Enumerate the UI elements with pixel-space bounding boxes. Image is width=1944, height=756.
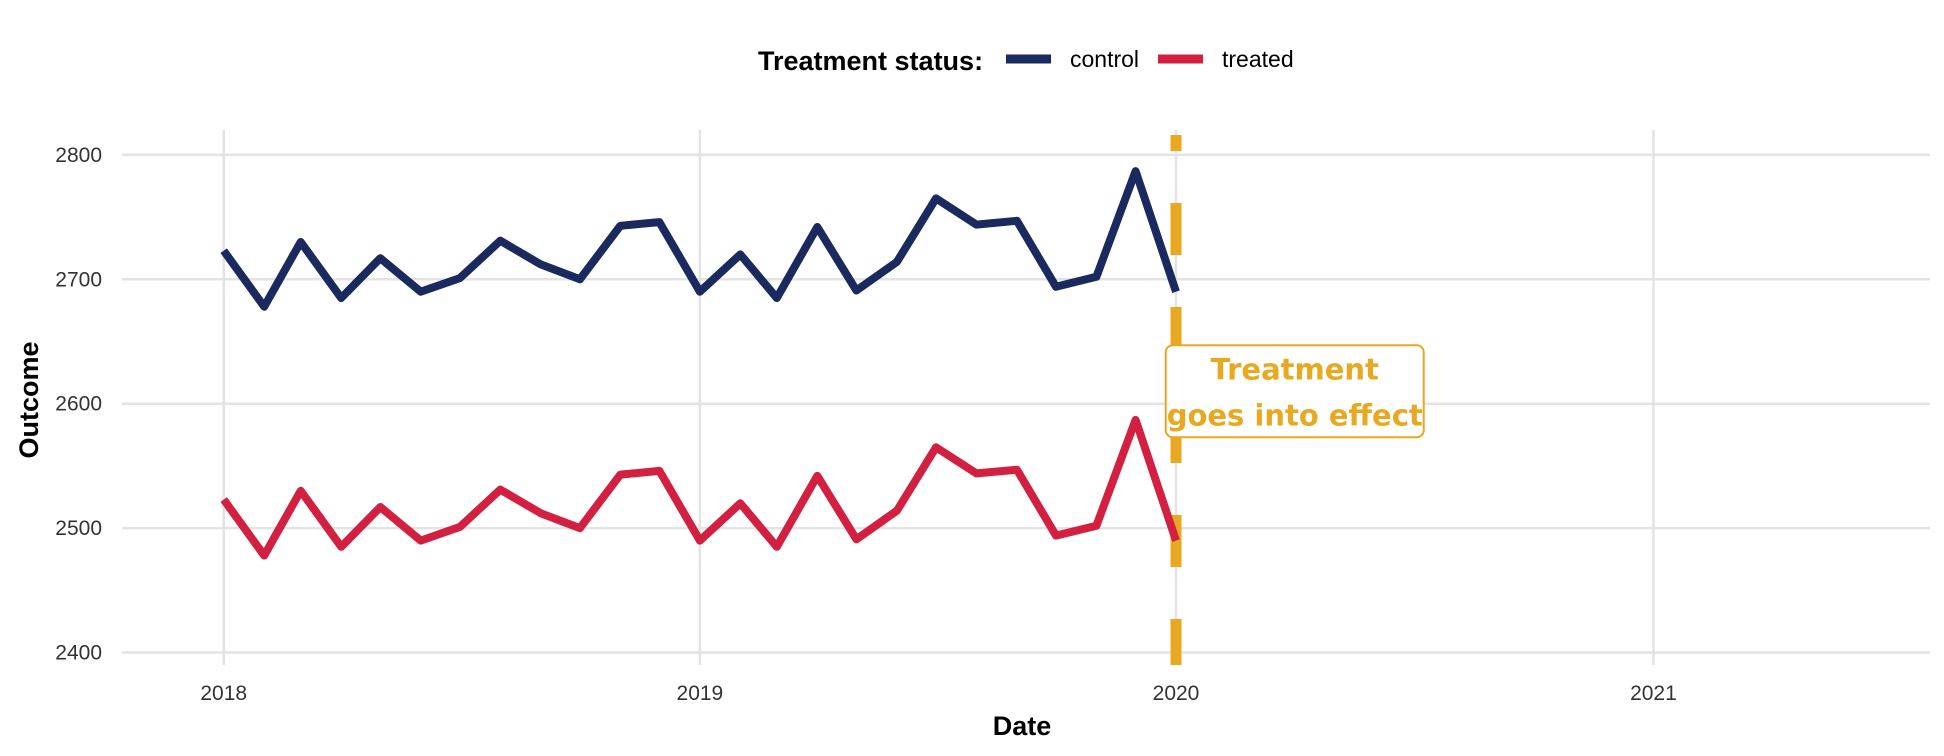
annotation-line: Treatment bbox=[1211, 352, 1380, 386]
annotation-line: goes into effect bbox=[1167, 398, 1423, 432]
x-tick-label: 2018 bbox=[200, 682, 247, 705]
x-axis-ticks: 2018 2019 2020 2021 bbox=[200, 682, 1676, 705]
y-axis-title: Outcome bbox=[14, 341, 44, 458]
series-layer bbox=[220, 167, 1180, 560]
legend-label-control: control bbox=[1070, 46, 1139, 72]
series-line-treated bbox=[220, 415, 1180, 560]
x-axis-title: Date bbox=[993, 711, 1052, 741]
grid-lines bbox=[122, 130, 1930, 665]
y-tick-label: 2500 bbox=[55, 517, 102, 540]
x-tick-label: 2020 bbox=[1153, 682, 1200, 705]
y-tick-label: 2800 bbox=[55, 144, 102, 167]
y-tick-label: 2400 bbox=[55, 642, 102, 665]
series-line-control bbox=[220, 167, 1180, 311]
legend-title: Treatment status: bbox=[758, 46, 983, 76]
legend-label-treated: treated bbox=[1222, 46, 1294, 72]
y-tick-label: 2700 bbox=[55, 268, 102, 291]
x-tick-label: 2019 bbox=[677, 682, 724, 705]
y-tick-label: 2600 bbox=[55, 393, 102, 416]
legend: Treatment status: control treated bbox=[758, 46, 1294, 76]
annotation-box bbox=[1164, 344, 1425, 439]
x-tick-label: 2021 bbox=[1630, 682, 1677, 705]
y-axis-ticks: 2400 2500 2600 2700 2800 bbox=[55, 144, 102, 665]
treatment-annotation: Treatment goes into effect bbox=[1164, 344, 1425, 439]
